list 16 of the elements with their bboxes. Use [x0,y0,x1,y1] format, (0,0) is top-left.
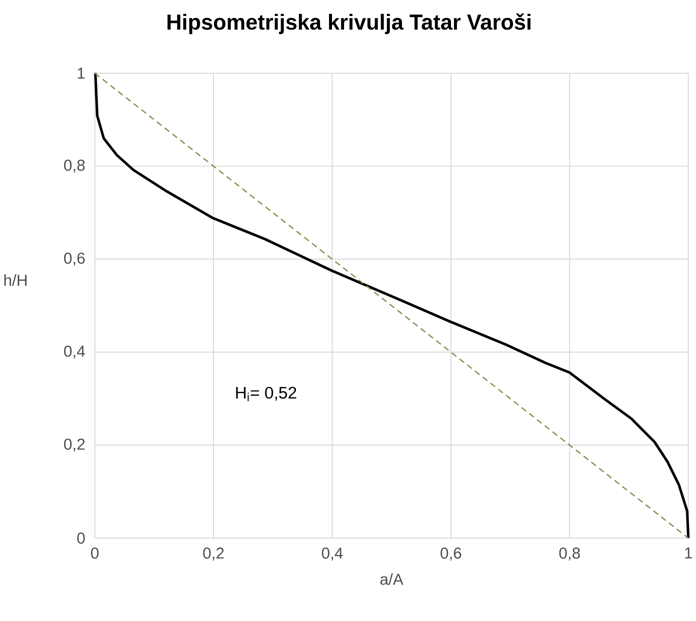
x-tick-label: 1 [685,547,692,558]
x-tick-label: 0 [91,547,99,559]
y-tick-label: 0,6 [64,252,85,266]
y-tick-label: 0 [77,532,85,544]
y-axis-title: h/H [4,274,27,286]
chart-title: Hipsometrijska krivulja Tatar Varoši [168,13,530,34]
x-tick-label: 0,2 [203,547,224,560]
y-tick-label: 0,4 [64,346,85,359]
y-tick-label: 0,8 [64,160,85,173]
x-axis-title: a/A [380,573,404,585]
x-tick-label: 0,8 [559,547,580,560]
x-tick-label: 0,4 [322,547,343,560]
y-tick-label: 0,2 [64,438,85,452]
annotation: H$_{i}$= 0,52 [236,386,296,402]
x-tick-label: 0,6 [440,547,462,560]
y-tick-label: 1 [78,68,85,79]
